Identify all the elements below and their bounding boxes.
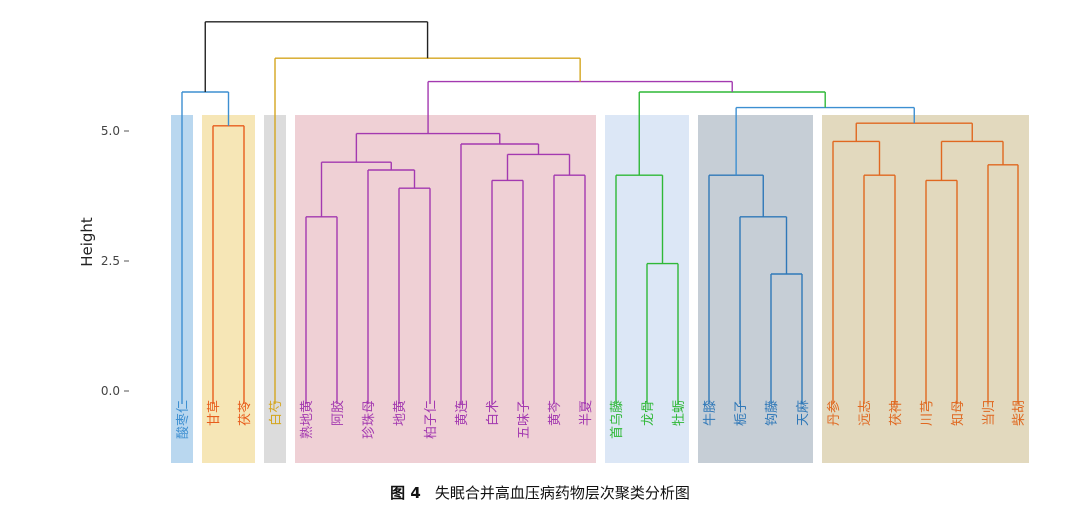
leaf-label: 半夏 (579, 400, 594, 426)
y-tick-label: 5.0 (101, 124, 120, 138)
leaf-label: 牛膝 (703, 400, 718, 426)
leaf-label: 川芎 (920, 400, 935, 426)
leaf-label: 钩藤 (765, 400, 780, 426)
y-tick-label: 2.5 (101, 254, 120, 268)
caption-label: 图 4 (390, 484, 421, 502)
leaf-label: 酸枣仁 (176, 400, 191, 439)
figure-caption: 图 4 失眠合并高血压病药物层次聚类分析图 (0, 482, 1080, 503)
leaf-label: 阿胶 (330, 400, 346, 426)
leaf-label: 栀子 (734, 400, 749, 426)
leaf-label: 柏子仁 (424, 400, 439, 439)
leaf-label: 丹参 (826, 400, 842, 426)
leaf-label: 白芍 (268, 400, 284, 426)
leaf-label: 当归 (982, 400, 997, 426)
caption-text: 失眠合并高血压病药物层次聚类分析图 (434, 484, 690, 502)
y-tick-label: 0.0 (101, 384, 120, 398)
leaf-label: 首乌藤 (609, 400, 625, 439)
y-axis-label: Height (78, 217, 96, 267)
leaf-label: 甘草 (207, 400, 222, 426)
leaf-label: 黄连 (454, 400, 470, 426)
leaf-label: 黄芩 (548, 400, 563, 426)
leaf-label: 珍珠母 (362, 400, 377, 439)
cluster-band-4 (295, 115, 596, 463)
leaf-label: 柴胡 (1012, 400, 1027, 426)
cluster-band-6 (698, 115, 813, 463)
leaf-label: 茯神 (889, 400, 904, 426)
leaf-label: 龙骨 (641, 400, 656, 426)
leaf-label: 熟地黄 (299, 400, 315, 439)
leaf-label: 天麻 (796, 400, 811, 426)
leaf-label: 牡蛎 (671, 400, 687, 426)
leaf-label: 白术 (485, 400, 501, 426)
leaf-label: 知母 (950, 400, 966, 426)
cluster-band-2 (202, 115, 255, 463)
leaf-label: 远志 (858, 400, 873, 426)
leaf-label: 地黄 (393, 400, 408, 426)
dendrogram-chart: Height 0.0 2.5 5.0 酸枣仁 甘草 茯苓 白芍 熟地黄 阿胶 珍珠母 地黄 柏子仁 黄连… (78, 21, 1029, 463)
leaf-label: 茯苓 (238, 400, 253, 426)
leaf-label: 五味子 (517, 400, 532, 439)
